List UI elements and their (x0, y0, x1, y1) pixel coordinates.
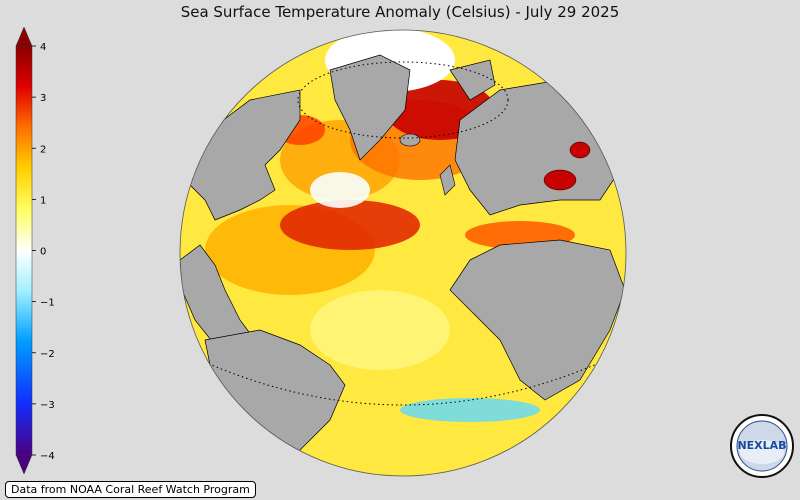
anomaly-neutral-north-atlantic (310, 172, 370, 208)
colorbar-tick-label: 1 (40, 195, 46, 206)
anomaly-hot-black-sea (543, 169, 577, 191)
colorbar-max-arrow (15, 26, 33, 47)
north-america-land (184, 89, 301, 221)
anomaly-cold-south-atlantic (400, 398, 540, 422)
nexlab-logo: NEXLAB (730, 414, 794, 478)
anomaly-mild-tropical-atlantic (310, 290, 450, 370)
scandinavia-land (449, 59, 496, 101)
colorbar-tick-label: −4 (40, 451, 55, 462)
globe-outline (179, 29, 627, 477)
map-title: Sea Surface Temperature Anomaly (Celsius… (180, 3, 620, 21)
data-credit: Data from NOAA Coral Reef Watch Program (5, 481, 256, 498)
colorbar-tick-label: −1 (40, 298, 55, 309)
colorbar-tick-label: 2 (40, 144, 46, 155)
colorbar: 4 3 2 1 0 −1 −2 −3 −4 (15, 26, 55, 475)
colorbar-tick-label: 3 (40, 93, 46, 104)
africa-land (449, 239, 626, 401)
colorbar-tick-label: −2 (40, 349, 55, 360)
anomaly-hot-gulf-stream (280, 200, 420, 250)
colorbar-tick-label: −3 (40, 400, 55, 411)
colorbar-tick-label: 0 (40, 247, 46, 258)
tropic-line (199, 359, 607, 406)
british-isles-land (439, 164, 456, 196)
iceland-land (399, 133, 421, 147)
arctic-circle-line (297, 61, 509, 139)
greenland-land (329, 54, 411, 161)
anomaly-hot-caspian-sea (569, 141, 591, 159)
nexlab-logo-text: NEXLAB (737, 439, 786, 452)
colorbar-tick-label: 4 (40, 42, 46, 53)
colorbar-min-arrow (15, 454, 33, 475)
